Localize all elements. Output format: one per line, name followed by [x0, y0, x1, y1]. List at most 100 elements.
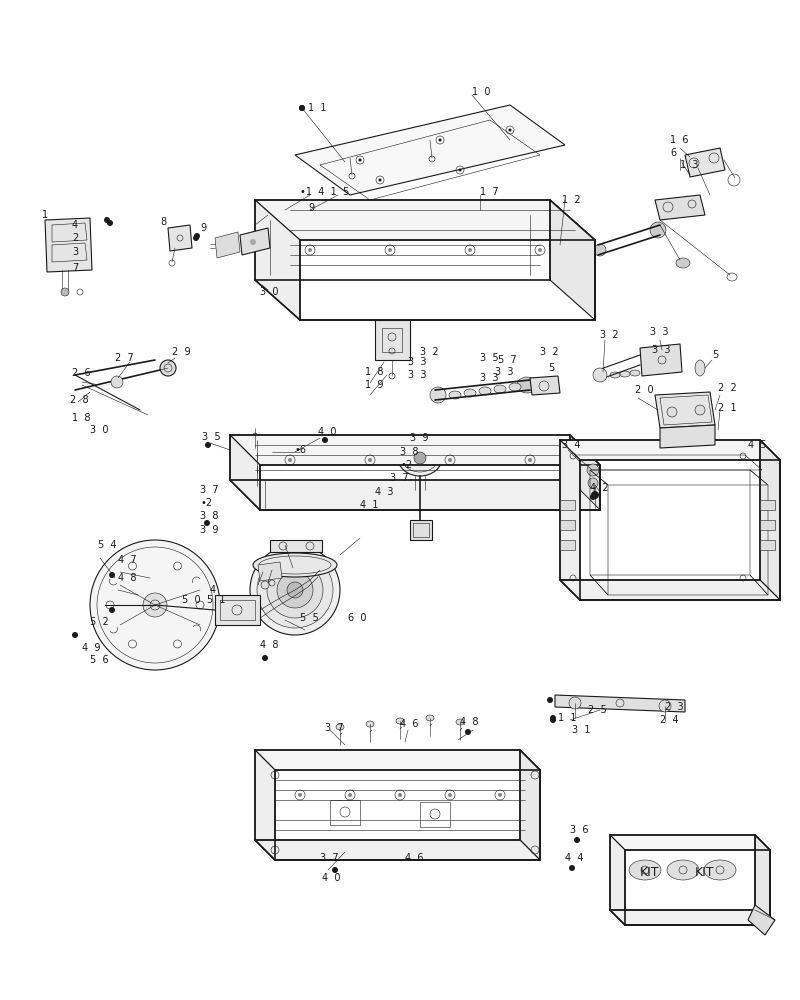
- Text: 4  9: 4 9: [82, 643, 101, 653]
- Polygon shape: [660, 425, 715, 448]
- Polygon shape: [640, 344, 682, 376]
- Ellipse shape: [257, 552, 333, 628]
- Ellipse shape: [252, 433, 258, 443]
- Circle shape: [574, 837, 580, 843]
- Polygon shape: [255, 750, 275, 860]
- Text: 2  1: 2 1: [718, 403, 737, 413]
- Text: 2  3: 2 3: [665, 702, 684, 712]
- Polygon shape: [215, 232, 240, 258]
- Ellipse shape: [396, 718, 404, 724]
- Ellipse shape: [254, 458, 260, 468]
- Polygon shape: [215, 595, 260, 625]
- Circle shape: [538, 248, 542, 252]
- Circle shape: [262, 655, 268, 661]
- Circle shape: [194, 233, 200, 239]
- Text: 2  8: 2 8: [70, 395, 89, 405]
- Circle shape: [308, 248, 312, 252]
- Polygon shape: [375, 320, 410, 360]
- Circle shape: [468, 248, 472, 252]
- Circle shape: [591, 491, 599, 499]
- Text: KIT: KIT: [640, 865, 659, 879]
- Circle shape: [398, 793, 402, 797]
- Text: 5  2: 5 2: [90, 617, 109, 627]
- Text: 3: 3: [72, 247, 78, 257]
- Circle shape: [590, 494, 596, 500]
- Text: 7: 7: [72, 263, 78, 273]
- Text: 9: 9: [308, 203, 314, 213]
- Text: 3  8: 3 8: [400, 447, 418, 457]
- Circle shape: [109, 572, 115, 578]
- Circle shape: [569, 865, 575, 871]
- Circle shape: [107, 220, 113, 226]
- Text: 8: 8: [160, 217, 166, 227]
- Polygon shape: [410, 520, 432, 540]
- Circle shape: [299, 105, 305, 111]
- Text: 1  8: 1 8: [365, 367, 383, 377]
- Text: 3  3: 3 3: [650, 327, 669, 337]
- Circle shape: [569, 697, 581, 709]
- Ellipse shape: [594, 244, 606, 256]
- Text: 3  6: 3 6: [570, 825, 589, 835]
- Polygon shape: [685, 148, 725, 177]
- Polygon shape: [270, 540, 322, 552]
- Text: 4  4: 4 4: [565, 853, 583, 863]
- Text: 3  7: 3 7: [390, 473, 409, 483]
- Polygon shape: [610, 835, 625, 925]
- Polygon shape: [760, 440, 780, 600]
- Text: 1: 1: [42, 210, 48, 220]
- Text: 6  0: 6 0: [348, 613, 366, 623]
- Polygon shape: [610, 835, 770, 850]
- Polygon shape: [295, 105, 565, 195]
- Circle shape: [414, 452, 426, 464]
- Circle shape: [368, 458, 372, 462]
- Circle shape: [299, 105, 305, 111]
- Circle shape: [547, 697, 553, 703]
- Text: 6: 6: [670, 148, 676, 158]
- Text: 3  3: 3 3: [408, 357, 426, 367]
- Polygon shape: [45, 218, 92, 272]
- Circle shape: [667, 407, 677, 417]
- Text: 2  2: 2 2: [718, 383, 737, 393]
- Text: 4  6: 4 6: [400, 719, 418, 729]
- Ellipse shape: [160, 360, 176, 376]
- Text: 4  7: 4 7: [118, 555, 137, 565]
- Text: 3  0: 3 0: [90, 425, 109, 435]
- Circle shape: [111, 376, 123, 388]
- Ellipse shape: [704, 860, 736, 880]
- Text: 1  7: 1 7: [480, 187, 498, 197]
- Ellipse shape: [253, 553, 337, 577]
- Ellipse shape: [676, 258, 690, 268]
- Text: 1  1: 1 1: [308, 103, 326, 113]
- Text: 1  9: 1 9: [365, 380, 383, 390]
- Circle shape: [509, 128, 511, 131]
- Circle shape: [458, 168, 462, 172]
- Circle shape: [593, 368, 607, 382]
- Text: •2: •2: [200, 498, 212, 508]
- Polygon shape: [255, 200, 300, 320]
- Polygon shape: [755, 835, 770, 925]
- Circle shape: [61, 288, 69, 296]
- Polygon shape: [655, 392, 715, 428]
- Circle shape: [205, 442, 211, 448]
- Circle shape: [193, 235, 199, 241]
- Polygon shape: [760, 500, 775, 510]
- Polygon shape: [230, 480, 600, 510]
- Ellipse shape: [494, 385, 506, 393]
- Ellipse shape: [629, 860, 661, 880]
- Circle shape: [528, 458, 532, 462]
- Text: 3  1: 3 1: [572, 725, 590, 735]
- Ellipse shape: [267, 562, 323, 618]
- Text: 4  8: 4 8: [460, 717, 478, 727]
- Ellipse shape: [90, 540, 220, 670]
- Text: 4  0: 4 0: [318, 427, 337, 437]
- Circle shape: [348, 793, 352, 797]
- Circle shape: [378, 178, 382, 182]
- Ellipse shape: [254, 471, 260, 481]
- Circle shape: [72, 632, 78, 638]
- Text: 4  2: 4 2: [590, 483, 609, 493]
- Text: 1  8: 1 8: [72, 413, 90, 423]
- Polygon shape: [570, 435, 600, 510]
- Circle shape: [465, 729, 471, 735]
- Text: 2  4: 2 4: [660, 715, 678, 725]
- Ellipse shape: [630, 370, 640, 376]
